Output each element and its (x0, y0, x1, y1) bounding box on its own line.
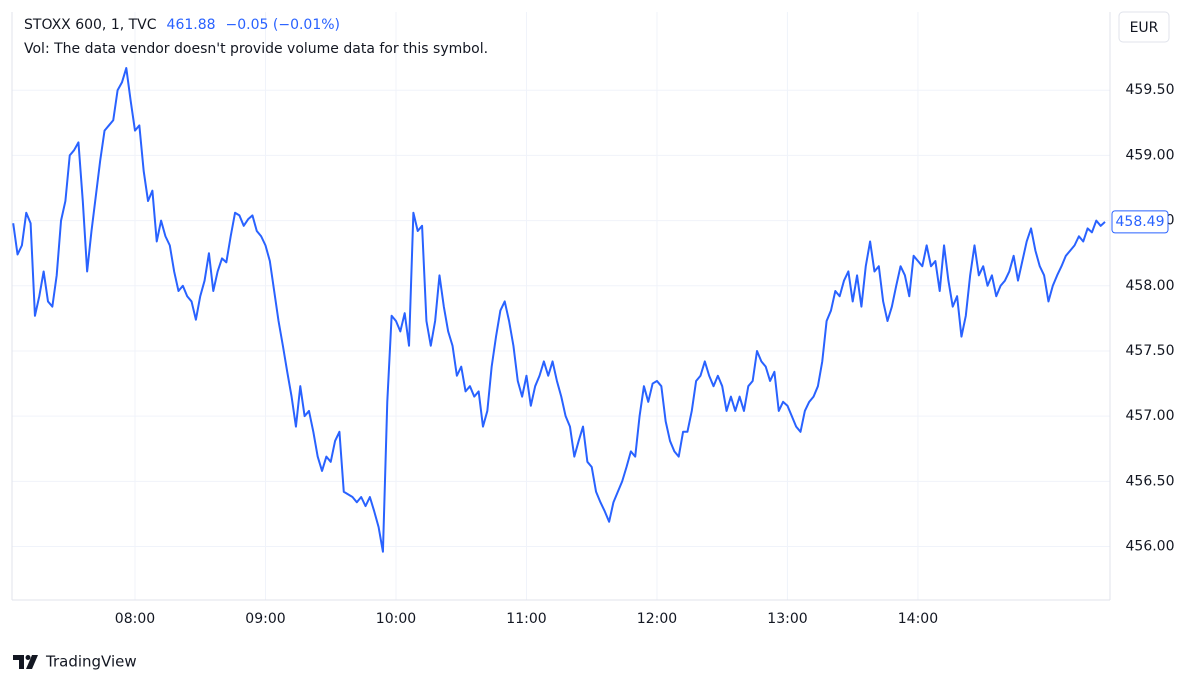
price-line (12, 67, 1106, 553)
x-tick-label: 12:00 (637, 611, 677, 627)
y-tick-label: 459.50 (1126, 82, 1175, 98)
axes: 456.00456.50457.00457.50458.00458.50459.… (115, 82, 1175, 627)
last-value-label: 458.49 (1116, 214, 1165, 230)
last-price: 461.88 (167, 17, 216, 33)
volume-note: Vol: The data vendor doesn't provide vol… (24, 41, 488, 57)
symbol: STOXX 600, 1, TVC (24, 17, 157, 33)
y-tick-label: 456.50 (1126, 473, 1175, 489)
x-tick-label: 11:00 (506, 611, 546, 627)
currency[interactable]: EUR (1130, 20, 1159, 36)
y-tick-label: 458.00 (1126, 278, 1175, 294)
currency-button[interactable] (1118, 11, 1170, 43)
legend-line: STOXX 600, 1, TVC 461.88 −0.05 (−0.01%) (24, 17, 340, 33)
x-tick-label: 10:00 (376, 611, 416, 627)
y-tick-label: 456.00 (1126, 539, 1175, 555)
grid (12, 12, 1110, 600)
y-tick-label: 457.00 (1126, 408, 1175, 424)
brand-logo (13, 655, 38, 669)
x-tick-label: 13:00 (767, 611, 807, 627)
y-tick-label: 459.00 (1126, 147, 1175, 163)
x-tick-label: 14:00 (898, 611, 938, 627)
last-value-box (1111, 210, 1169, 234)
brand: TradingView (45, 653, 137, 671)
y-tick-label: 457.50 (1126, 343, 1175, 359)
x-tick-label: 08:00 (115, 611, 155, 627)
change: −0.05 (−0.01%) (226, 17, 340, 33)
x-tick-label: 09:00 (245, 611, 285, 627)
plot (12, 67, 1106, 553)
